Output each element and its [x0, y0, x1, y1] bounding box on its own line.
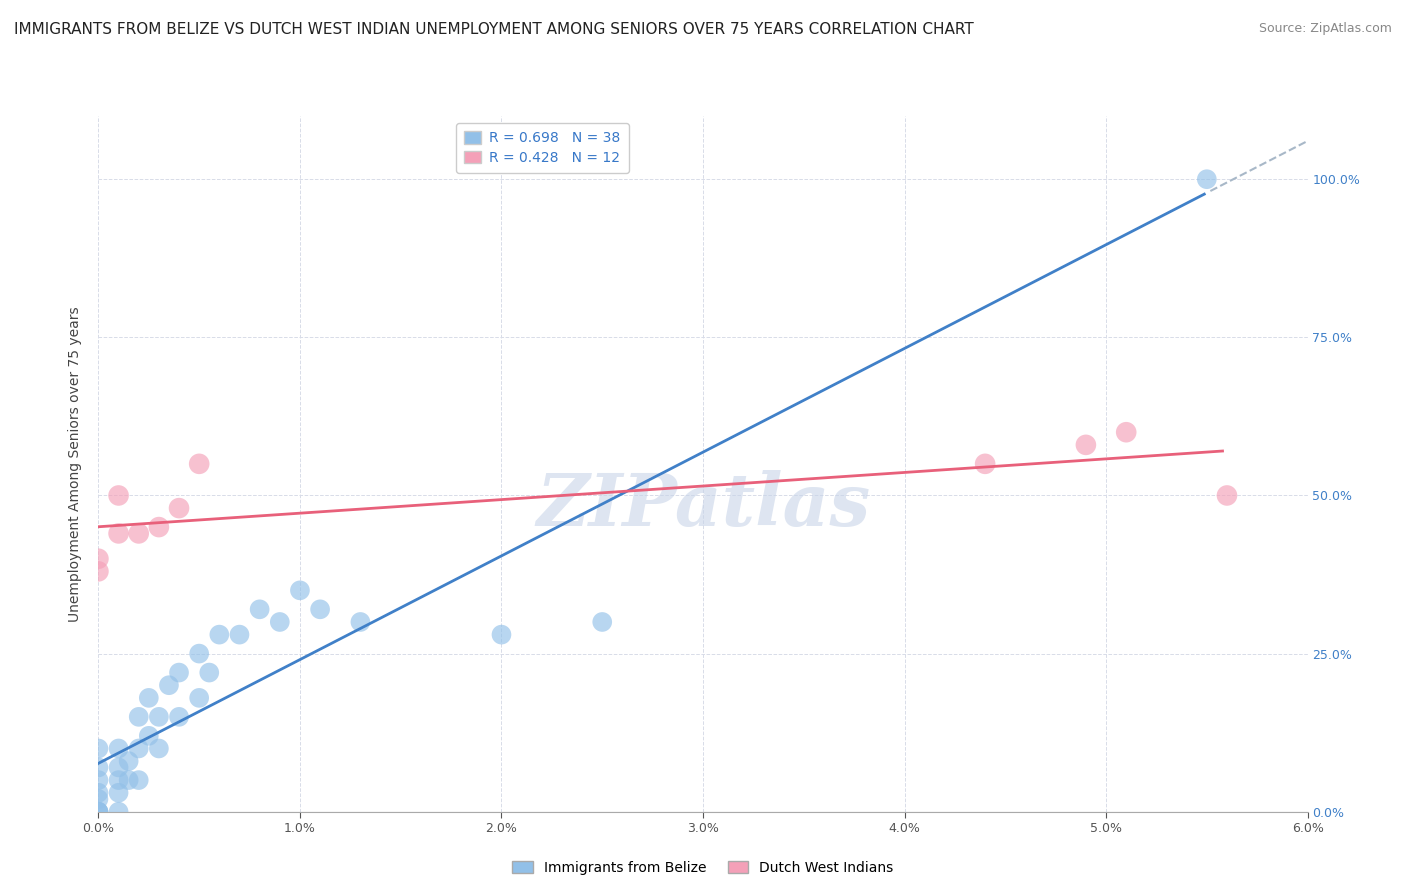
Point — [107, 773, 129, 788]
Point — [107, 805, 129, 819]
Point — [138, 729, 160, 743]
Point — [107, 786, 129, 800]
Point — [167, 710, 190, 724]
Point — [128, 710, 150, 724]
Point — [148, 741, 170, 756]
Point — [188, 690, 211, 705]
Point — [118, 754, 141, 768]
Point — [87, 551, 110, 566]
Text: IMMIGRANTS FROM BELIZE VS DUTCH WEST INDIAN UNEMPLOYMENT AMONG SENIORS OVER 75 Y: IMMIGRANTS FROM BELIZE VS DUTCH WEST IND… — [14, 22, 974, 37]
Point — [107, 760, 129, 774]
Point — [148, 520, 170, 534]
Point — [349, 615, 371, 629]
Point — [118, 773, 141, 788]
Point — [167, 501, 190, 516]
Y-axis label: Unemployment Among Seniors over 75 years: Unemployment Among Seniors over 75 years — [69, 306, 83, 622]
Text: Source: ZipAtlas.com: Source: ZipAtlas.com — [1258, 22, 1392, 36]
Point — [198, 665, 221, 680]
Point — [107, 526, 129, 541]
Point — [138, 690, 160, 705]
Point — [1115, 425, 1137, 440]
Point — [188, 457, 211, 471]
Point — [107, 488, 129, 502]
Point — [974, 457, 997, 471]
Point — [208, 627, 231, 641]
Point — [249, 602, 271, 616]
Legend: R = 0.698   N = 38, R = 0.428   N = 12: R = 0.698 N = 38, R = 0.428 N = 12 — [456, 123, 628, 173]
Point — [167, 665, 190, 680]
Point — [87, 760, 110, 774]
Point — [491, 627, 513, 641]
Point — [128, 526, 150, 541]
Point — [87, 805, 110, 819]
Point — [87, 773, 110, 788]
Point — [1074, 438, 1097, 452]
Point — [148, 710, 170, 724]
Point — [591, 615, 613, 629]
Point — [87, 792, 110, 806]
Point — [1195, 172, 1218, 186]
Point — [87, 565, 110, 579]
Point — [128, 741, 150, 756]
Point — [107, 741, 129, 756]
Point — [87, 805, 110, 819]
Point — [128, 773, 150, 788]
Text: ZIPatlas: ZIPatlas — [536, 470, 870, 541]
Legend: Immigrants from Belize, Dutch West Indians: Immigrants from Belize, Dutch West India… — [506, 855, 900, 880]
Point — [228, 627, 250, 641]
Point — [87, 805, 110, 819]
Point — [87, 741, 110, 756]
Point — [288, 583, 311, 598]
Point — [87, 786, 110, 800]
Point — [309, 602, 332, 616]
Point — [269, 615, 291, 629]
Point — [157, 678, 180, 692]
Point — [188, 647, 211, 661]
Point — [1216, 488, 1239, 502]
